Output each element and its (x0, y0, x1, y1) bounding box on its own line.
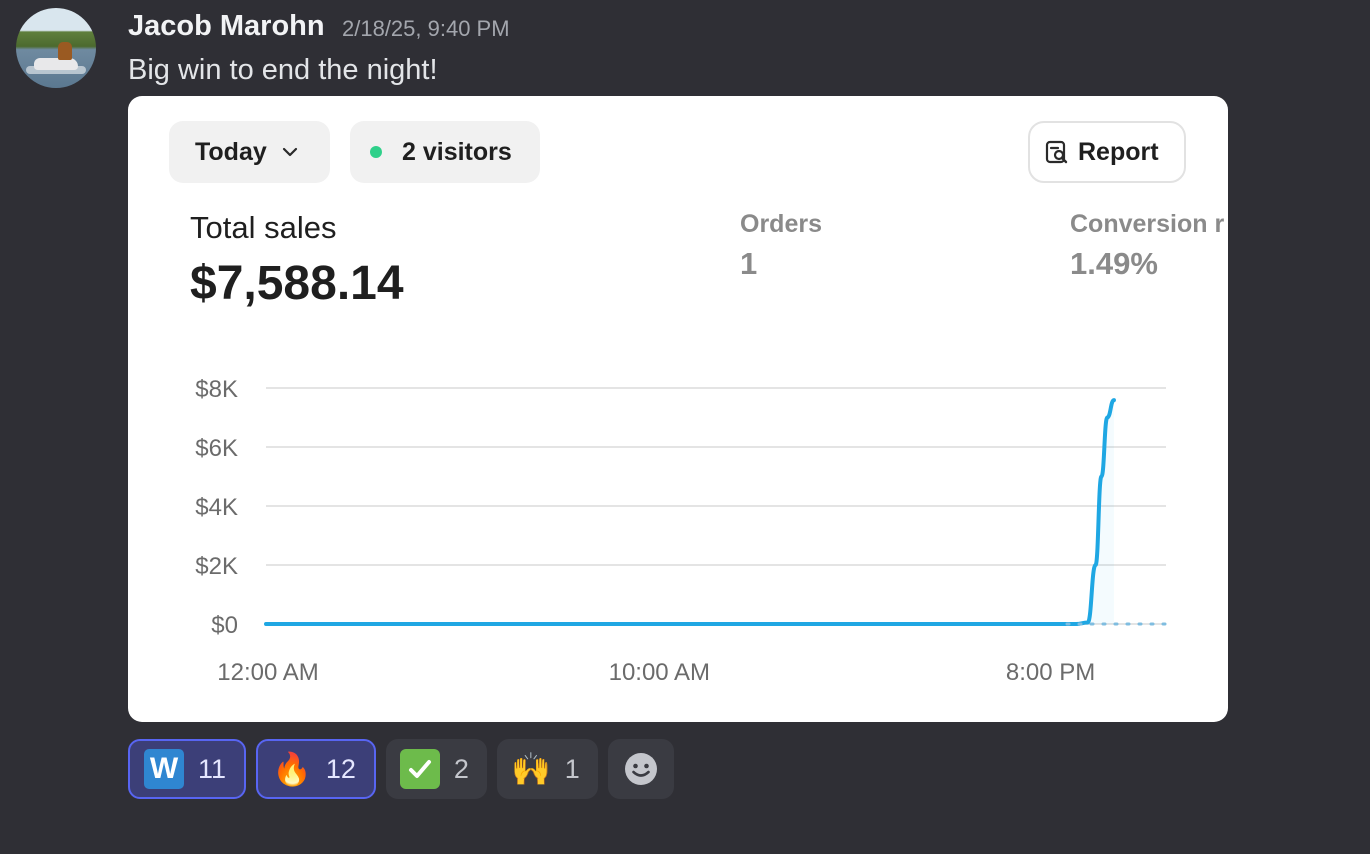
series-area (266, 400, 1114, 624)
check-mark-emoji (399, 749, 440, 789)
reaction-fire[interactable]: 🔥 12 (256, 739, 376, 799)
avatar-rider (58, 42, 72, 60)
x-tick-label: 8:00 PM (1006, 659, 1095, 686)
total-sales-value: $7,588.14 (190, 257, 404, 310)
conversion-label: Conversion r (1070, 210, 1225, 238)
reaction-count: 12 (325, 753, 356, 784)
reaction-count: 1 (564, 753, 580, 784)
x-tick-label: 10:00 AM (609, 659, 710, 686)
reaction-raised-hands[interactable]: 🙌 1 (496, 739, 598, 799)
y-tick-label: $0 (211, 612, 238, 639)
report-label: Report (1078, 137, 1159, 166)
date-filter-pill: Today (169, 121, 330, 183)
fire-emoji: 🔥 (272, 751, 312, 787)
date-filter-label: Today (195, 137, 267, 166)
orders-value: 1 (740, 246, 758, 281)
series-line (264, 398, 1116, 627)
username[interactable]: Jacob Marohn (128, 10, 325, 42)
message-text: Big win to end the night! (128, 54, 438, 86)
avatar-spray (26, 66, 86, 74)
timestamp[interactable]: 2/18/25, 9:40 PM (342, 16, 510, 41)
y-tick-label: $2K (195, 553, 238, 580)
avatar[interactable] (16, 8, 96, 88)
smiley-add-reaction-icon (624, 753, 657, 785)
avatar-jetski (34, 58, 78, 70)
w-letter-emoji: W (144, 749, 184, 789)
raised-hands-emoji: 🙌 (510, 751, 551, 787)
orders-label: Orders (740, 210, 822, 238)
reaction-count: 2 (453, 753, 469, 784)
y-tick-label: $4K (195, 494, 238, 521)
chevron-down-icon (282, 147, 297, 157)
add-reaction-button[interactable] (607, 739, 674, 799)
y-tick-label: $8K (195, 376, 238, 403)
report-search-icon (1045, 140, 1068, 164)
sales-embed-image[interactable]: Today 2 visitors Report Total sales $7,5… (128, 96, 1228, 722)
visitors-pill: 2 visitors (350, 121, 540, 183)
live-dot-icon (370, 146, 382, 158)
reaction-check[interactable]: 2 (385, 739, 487, 799)
sales-line-chart: $8K $6K $4K $2K $0 12:00 AM 10:00 AM 8:00 PM (195, 376, 1168, 686)
conversion-value: 1.49% (1070, 246, 1158, 281)
reactions-bar: W 11 🔥 12 2 🙌 1 (128, 739, 674, 799)
report-button: Report (1028, 121, 1186, 183)
x-tick-label: 12:00 AM (217, 659, 318, 686)
y-tick-label: $6K (195, 435, 238, 462)
reaction-count: 11 (198, 753, 227, 784)
visitors-label: 2 visitors (402, 137, 512, 166)
total-sales-label: Total sales (190, 210, 337, 245)
reaction-w[interactable]: W 11 (128, 739, 247, 799)
